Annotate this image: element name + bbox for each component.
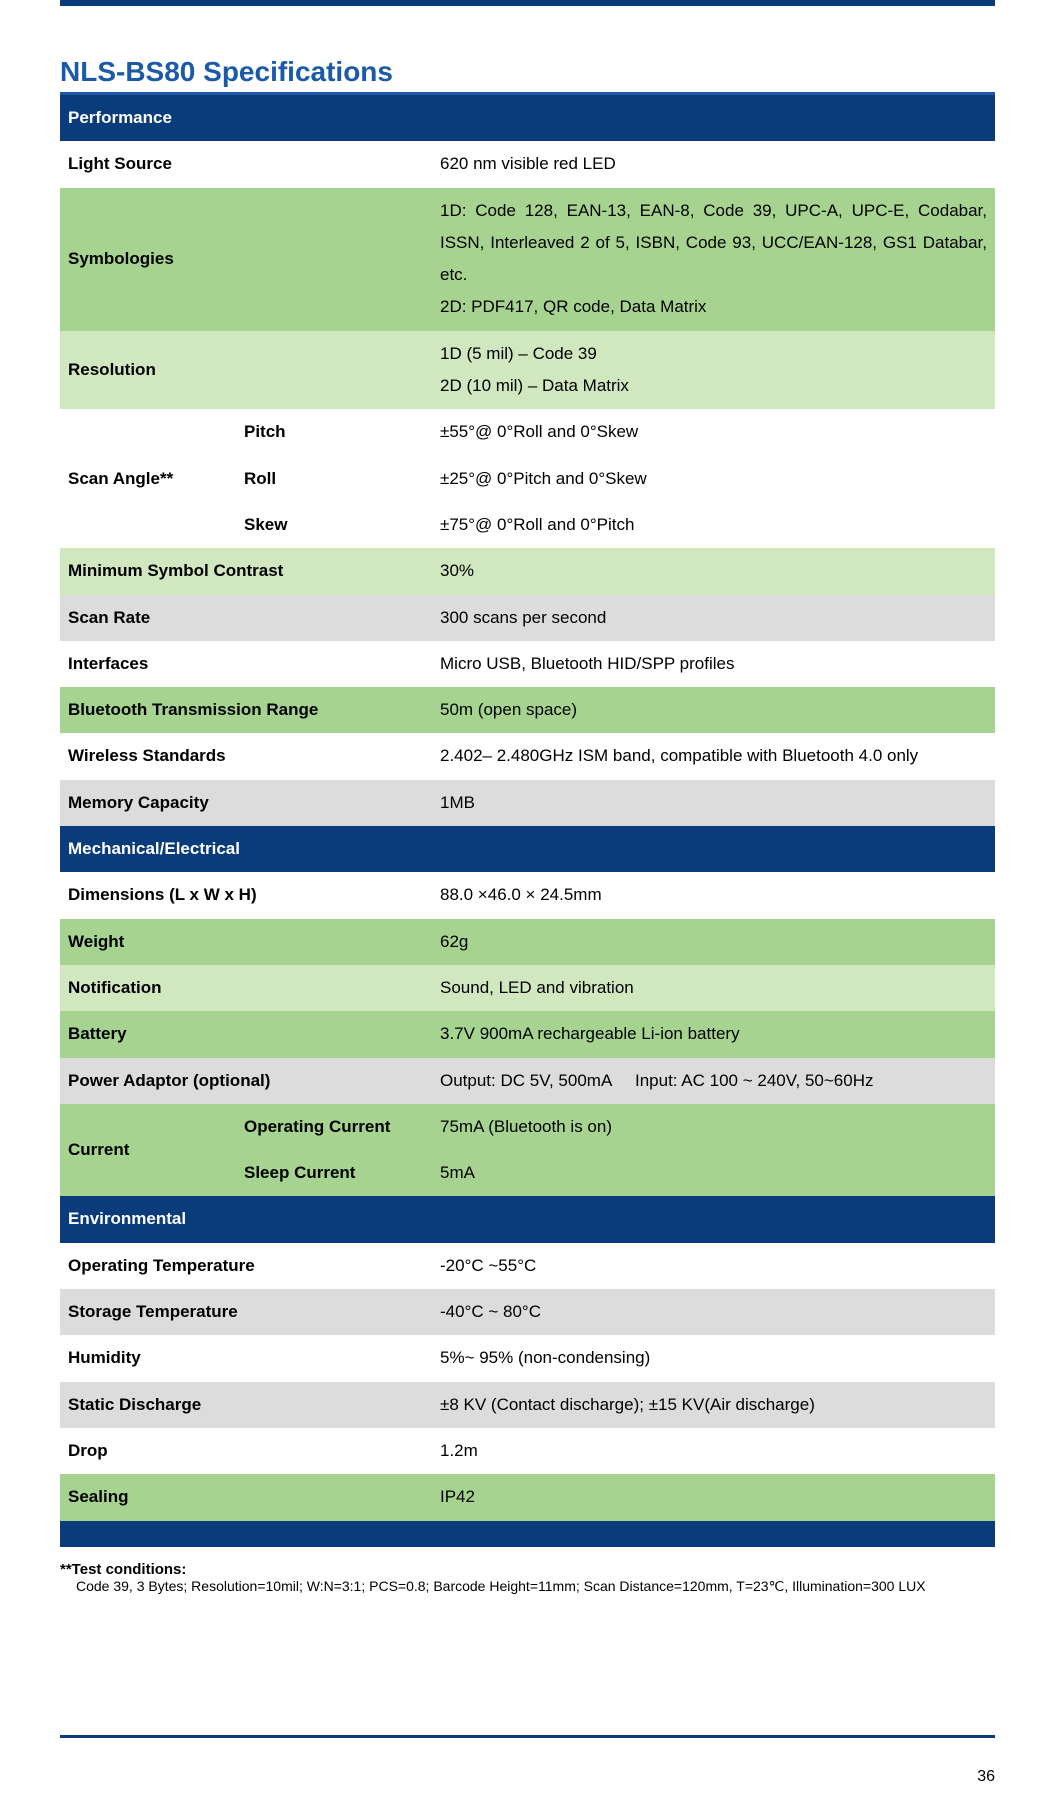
sym-line2: 2D: PDF417, QR code, Data Matrix bbox=[440, 291, 987, 323]
res-line1: 1D (5 mil) – Code 39 bbox=[440, 338, 987, 370]
table-row: Scan Angle** Pitch ±55°@ 0°Roll and 0°Sk… bbox=[60, 409, 995, 455]
table-row: Scan Rate 300 scans per second bbox=[60, 595, 995, 641]
label: Wireless Standards bbox=[60, 733, 432, 779]
sym-line1: 1D: Code 128, EAN-13, EAN-8, Code 39, UP… bbox=[440, 195, 987, 292]
sub-label: Operating Current bbox=[236, 1104, 432, 1150]
table-row: Static Discharge ±8 KV (Contact discharg… bbox=[60, 1382, 995, 1428]
section-environmental: Environmental bbox=[60, 1196, 995, 1242]
page-number: 36 bbox=[60, 1768, 995, 1786]
value: 1.2m bbox=[432, 1428, 995, 1474]
label: Resolution bbox=[60, 331, 432, 410]
table-row: Humidity 5%~ 95% (non-condensing) bbox=[60, 1335, 995, 1381]
value: 3.7V 900mA rechargeable Li-ion battery bbox=[432, 1011, 995, 1057]
table-row: Symbologies 1D: Code 128, EAN-13, EAN-8,… bbox=[60, 188, 995, 331]
table-row: Power Adaptor (optional) Output: DC 5V, … bbox=[60, 1058, 995, 1104]
value: Micro USB, Bluetooth HID/SPP profiles bbox=[432, 641, 995, 687]
value: 1D (5 mil) – Code 39 2D (10 mil) – Data … bbox=[432, 331, 995, 410]
value: ±75°@ 0°Roll and 0°Pitch bbox=[432, 502, 995, 548]
value: 50m (open space) bbox=[432, 687, 995, 733]
section-end-bar bbox=[60, 1521, 995, 1547]
table-row: Storage Temperature -40°C ~ 80°C bbox=[60, 1289, 995, 1335]
label: Storage Temperature bbox=[60, 1289, 432, 1335]
value: -20°C ~55°C bbox=[432, 1243, 995, 1289]
label: Sealing bbox=[60, 1474, 432, 1520]
table-row: Operating Temperature -20°C ~55°C bbox=[60, 1243, 995, 1289]
label: Drop bbox=[60, 1428, 432, 1474]
label: Dimensions (L x W x H) bbox=[60, 872, 432, 918]
label: Current bbox=[60, 1104, 236, 1197]
table-row: Wireless Standards 2.402– 2.480GHz ISM b… bbox=[60, 733, 995, 779]
table-row: Minimum Symbol Contrast 30% bbox=[60, 548, 995, 594]
value: ±25°@ 0°Pitch and 0°Skew bbox=[432, 456, 995, 502]
value: Sound, LED and vibration bbox=[432, 965, 995, 1011]
res-line2: 2D (10 mil) – Data Matrix bbox=[440, 370, 987, 402]
label: Bluetooth Transmission Range bbox=[60, 687, 432, 733]
spec-table: Performance Light Source 620 nm visible … bbox=[60, 95, 995, 1547]
label: Memory Capacity bbox=[60, 780, 432, 826]
value: -40°C ~ 80°C bbox=[432, 1289, 995, 1335]
label: Humidity bbox=[60, 1335, 432, 1381]
sub-label: Sleep Current bbox=[236, 1150, 432, 1196]
value: 1MB bbox=[432, 780, 995, 826]
label: Scan Angle** bbox=[60, 409, 236, 548]
value: 620 nm visible red LED bbox=[432, 141, 995, 187]
table-row: Sealing IP42 bbox=[60, 1474, 995, 1520]
footnote-detail: Code 39, 3 Bytes; Resolution=10mil; W:N=… bbox=[60, 1578, 995, 1595]
footnote: **Test conditions: Code 39, 3 Bytes; Res… bbox=[60, 1561, 995, 1595]
table-row: Battery 3.7V 900mA rechargeable Li-ion b… bbox=[60, 1011, 995, 1057]
value: 88.0 ×46.0 × 24.5mm bbox=[432, 872, 995, 918]
label: Minimum Symbol Contrast bbox=[60, 548, 432, 594]
value: 2.402– 2.480GHz ISM band, compatible wit… bbox=[432, 733, 995, 779]
section-performance: Performance bbox=[60, 95, 995, 141]
label: Symbologies bbox=[60, 188, 432, 331]
value: ±55°@ 0°Roll and 0°Skew bbox=[432, 409, 995, 455]
page-title: NLS-BS80 Specifications bbox=[60, 56, 995, 95]
label: Static Discharge bbox=[60, 1382, 432, 1428]
label: Scan Rate bbox=[60, 595, 432, 641]
sub-label: Pitch bbox=[236, 409, 432, 455]
value: ±8 KV (Contact discharge); ±15 KV(Air di… bbox=[432, 1382, 995, 1428]
label: Interfaces bbox=[60, 641, 432, 687]
table-row: Memory Capacity 1MB bbox=[60, 780, 995, 826]
sub-label: Roll bbox=[236, 456, 432, 502]
table-row: Resolution 1D (5 mil) – Code 39 2D (10 m… bbox=[60, 331, 995, 410]
section-mechanical: Mechanical/Electrical bbox=[60, 826, 995, 872]
label: Light Source bbox=[60, 141, 432, 187]
sub-label: Skew bbox=[236, 502, 432, 548]
table-row: Current Operating Current 75mA (Bluetoot… bbox=[60, 1104, 995, 1150]
table-row: Bluetooth Transmission Range 50m (open s… bbox=[60, 687, 995, 733]
table-row: Drop 1.2m bbox=[60, 1428, 995, 1474]
table-row: Dimensions (L x W x H) 88.0 ×46.0 × 24.5… bbox=[60, 872, 995, 918]
top-divider bbox=[60, 0, 995, 6]
page: NLS-BS80 Specifications Performance Ligh… bbox=[0, 0, 1055, 1816]
value: 5%~ 95% (non-condensing) bbox=[432, 1335, 995, 1381]
footnote-heading: **Test conditions: bbox=[60, 1561, 995, 1578]
label: Operating Temperature bbox=[60, 1243, 432, 1289]
value: 300 scans per second bbox=[432, 595, 995, 641]
label: Notification bbox=[60, 965, 432, 1011]
label: Power Adaptor (optional) bbox=[60, 1058, 432, 1104]
table-row: Notification Sound, LED and vibration bbox=[60, 965, 995, 1011]
value: IP42 bbox=[432, 1474, 995, 1520]
value: 30% bbox=[432, 548, 995, 594]
value: 1D: Code 128, EAN-13, EAN-8, Code 39, UP… bbox=[432, 188, 995, 331]
value: Output: DC 5V, 500mA Input: AC 100 ~ 240… bbox=[432, 1058, 995, 1104]
table-row: Weight 62g bbox=[60, 919, 995, 965]
value: 62g bbox=[432, 919, 995, 965]
label: Battery bbox=[60, 1011, 432, 1057]
label: Weight bbox=[60, 919, 432, 965]
value: 75mA (Bluetooth is on) bbox=[432, 1104, 995, 1150]
value: 5mA bbox=[432, 1150, 995, 1196]
table-row: Interfaces Micro USB, Bluetooth HID/SPP … bbox=[60, 641, 995, 687]
bottom-divider bbox=[60, 1735, 995, 1738]
table-row: Light Source 620 nm visible red LED bbox=[60, 141, 995, 187]
